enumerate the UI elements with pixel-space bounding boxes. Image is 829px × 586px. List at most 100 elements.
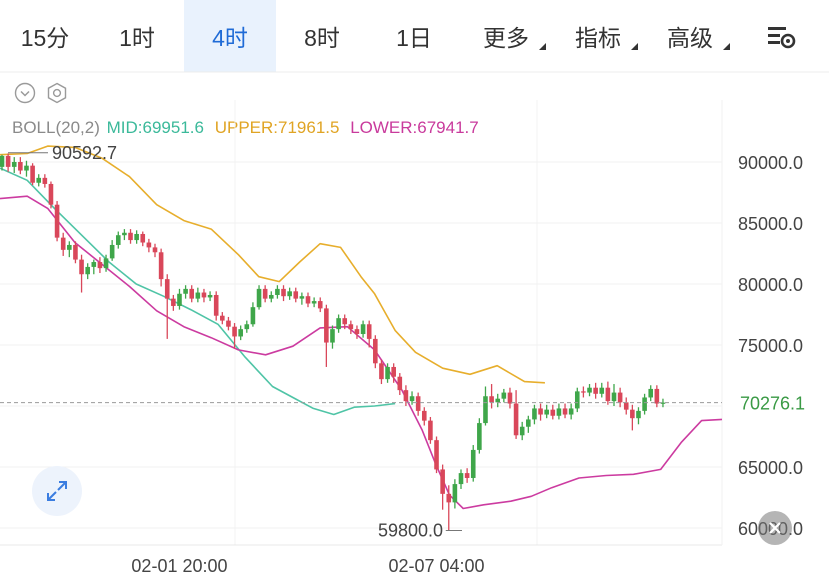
candle-body[interactable]: [324, 308, 329, 343]
candle-body[interactable]: [60, 237, 66, 250]
candle-body[interactable]: [642, 397, 647, 411]
candle-body[interactable]: [336, 318, 341, 330]
candle-body[interactable]: [483, 396, 488, 424]
candle-body[interactable]: [48, 183, 54, 205]
hexagon-gear-icon[interactable]: [46, 82, 68, 104]
candle-body[interactable]: [195, 292, 201, 299]
candle-body[interactable]: [275, 288, 280, 295]
candle-body[interactable]: [348, 324, 354, 330]
candle-body[interactable]: [428, 420, 433, 441]
candle-body[interactable]: [636, 410, 641, 419]
candle-body[interactable]: [434, 440, 439, 470]
candle-body[interactable]: [238, 329, 243, 337]
candle-body[interactable]: [164, 279, 170, 299]
candle-body[interactable]: [54, 204, 60, 238]
candle-body[interactable]: [446, 493, 452, 503]
candle-body[interactable]: [630, 409, 635, 419]
candle-body[interactable]: [538, 408, 543, 415]
candle-body[interactable]: [458, 473, 464, 485]
candle-body[interactable]: [330, 329, 335, 343]
candle-body[interactable]: [158, 252, 164, 280]
candle-body[interactable]: [513, 403, 519, 436]
candle-body[interactable]: [305, 296, 311, 304]
expand-button[interactable]: [32, 466, 82, 516]
candle-body[interactable]: [317, 301, 323, 309]
candle-body[interactable]: [587, 387, 592, 393]
candle-body[interactable]: [574, 391, 580, 409]
tab-5[interactable]: 更多: [460, 0, 552, 72]
close-button[interactable]: [758, 511, 792, 545]
candle-body[interactable]: [464, 473, 470, 478]
candle-body[interactable]: [293, 291, 299, 299]
candle-body[interactable]: [85, 266, 90, 275]
chevron-down-circle-icon[interactable]: [14, 82, 36, 104]
candle-body[interactable]: [109, 244, 115, 259]
candle-body[interactable]: [660, 402, 666, 404]
candle-body[interactable]: [177, 293, 182, 306]
candle-body[interactable]: [526, 419, 531, 427]
candle-body[interactable]: [140, 233, 146, 243]
candle-body[interactable]: [373, 338, 378, 364]
candle-body[interactable]: [354, 329, 360, 335]
candle-body[interactable]: [79, 259, 84, 275]
candle-body[interactable]: [97, 262, 103, 269]
candle-body[interactable]: [403, 390, 409, 402]
candle-body[interactable]: [415, 396, 421, 411]
candle-body[interactable]: [568, 408, 574, 415]
candle-body[interactable]: [220, 315, 225, 321]
candle-body[interactable]: [24, 165, 29, 171]
candle-body[interactable]: [581, 391, 586, 393]
candle-body[interactable]: [489, 396, 494, 403]
candle-body[interactable]: [268, 294, 274, 299]
candle-body[interactable]: [244, 324, 250, 330]
candle-body[interactable]: [134, 233, 139, 241]
candle-body[interactable]: [36, 177, 42, 183]
candle-body[interactable]: [183, 288, 188, 294]
candle-body[interactable]: [550, 409, 556, 416]
candle-body[interactable]: [201, 292, 207, 298]
candle-body[interactable]: [262, 288, 268, 299]
candle-body[interactable]: [67, 244, 72, 250]
candle-body[interactable]: [91, 262, 97, 267]
tab-0[interactable]: 15分: [0, 0, 90, 72]
candle-body[interactable]: [452, 484, 458, 503]
candle-body[interactable]: [532, 408, 537, 420]
candle-body[interactable]: [507, 392, 513, 404]
chart-settings-button[interactable]: [760, 18, 800, 54]
candle-body[interactable]: [232, 326, 237, 337]
candle-body[interactable]: [18, 162, 23, 171]
candle-body[interactable]: [366, 324, 372, 339]
candle-body[interactable]: [648, 388, 654, 398]
candle-body[interactable]: [122, 232, 127, 236]
candle-body[interactable]: [617, 392, 623, 403]
candle-body[interactable]: [152, 247, 158, 253]
candle-body[interactable]: [556, 408, 562, 416]
candle-body[interactable]: [397, 376, 403, 391]
candle-body[interactable]: [128, 232, 133, 241]
candle-body[interactable]: [562, 408, 568, 415]
candle-body[interactable]: [470, 449, 476, 478]
candle-body[interactable]: [311, 301, 317, 304]
candle-body[interactable]: [287, 291, 292, 297]
candle-body[interactable]: [611, 392, 617, 402]
candle-body[interactable]: [213, 294, 219, 316]
candle-body[interactable]: [654, 388, 660, 404]
candle-body[interactable]: [146, 242, 152, 248]
candle-body[interactable]: [5, 155, 11, 167]
candle-body[interactable]: [42, 177, 48, 184]
candle-body[interactable]: [391, 366, 396, 377]
candle-body[interactable]: [207, 294, 213, 298]
candle-body[interactable]: [599, 387, 605, 394]
candle-body[interactable]: [299, 296, 305, 299]
candle-body[interactable]: [379, 363, 384, 380]
candle-body[interactable]: [11, 162, 17, 167]
candle-body[interactable]: [256, 288, 262, 308]
candle-body[interactable]: [250, 307, 256, 325]
candle-body[interactable]: [189, 288, 195, 299]
candle-body[interactable]: [409, 396, 415, 402]
candle-body[interactable]: [605, 387, 611, 402]
tab-1[interactable]: 1时: [90, 0, 184, 72]
candle-body[interactable]: [103, 258, 109, 269]
tab-7[interactable]: 高级: [644, 0, 736, 72]
